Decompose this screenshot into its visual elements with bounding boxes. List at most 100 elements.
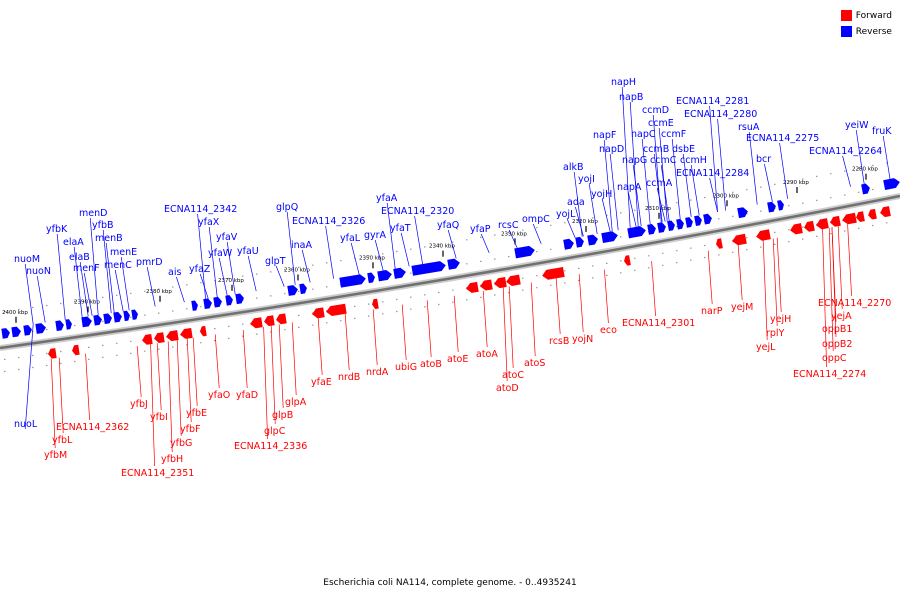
forward-leader-6 [150,344,155,467]
forward-leader-35 [847,224,852,297]
reverse-leader-19 [275,265,285,287]
reverse-gene-arrow-0 [1,328,10,339]
reverse-leader-46 [671,138,681,219]
reverse-gene-label: napC [631,129,656,140]
forward-leader-26 [555,278,561,335]
forward-gene-arrow-25 [830,215,841,227]
reverse-gene-label: yojI [578,174,595,185]
reverse-leader-16 [226,241,236,295]
reverse-gene-arrow-17 [287,285,298,296]
forward-gene-label: yojN [572,334,593,345]
reverse-gene-label: napG [622,155,647,166]
forward-gene-arrow-27 [856,211,865,222]
forward-gene-arrow-13 [466,281,479,293]
reverse-leader-30 [508,229,518,249]
reverse-gene-label: ECNA114_2281 [676,96,749,107]
reverse-swatch [840,26,852,37]
reverse-gene-label: gyrA [364,230,387,241]
reverse-leader-49 [660,164,670,221]
scale-label: 2290 kbp [783,180,809,186]
gene-arrows [1,178,900,359]
reverse-gene-label: napD [599,144,624,155]
reverse-gene-arrow-31 [647,224,656,235]
forward-leader-5 [167,341,173,453]
forward-leader-29 [651,261,656,317]
reverse-gene-label: ECNA114_2320 [381,206,454,217]
forward-gene-arrow-16 [506,274,521,286]
forward-gene-label: eco [600,325,617,336]
forward-swatch [840,10,852,21]
forward-leader-30 [707,250,713,305]
reverse-gene-label: yojL [556,209,576,220]
forward-gene-label: ECNA114_2362 [56,422,129,433]
forward-leader-12 [270,325,276,425]
reverse-gene-arrow-26 [563,238,574,250]
reverse-gene-arrow-1 [11,326,21,338]
reverse-gene-label: yfbB [92,220,114,231]
scale-label: 2340 kbp [429,244,455,250]
reverse-gene-arrow-36 [694,215,702,227]
reverse-leader-55 [748,131,758,205]
reverse-gene-arrow-13 [203,298,212,310]
reverse-leader-24 [386,202,396,269]
forward-gene-arrow-22 [790,223,803,235]
reverse-leader-54 [717,118,726,211]
forward-leader-17 [344,313,350,371]
reverse-leader-36 [601,198,611,232]
reverse-gene-arrow-12 [191,300,198,311]
forward-gene-label: yfaD [236,390,258,401]
reverse-leader-15 [199,273,209,299]
forward-gene-arrow-15 [494,277,507,289]
scale-label: 2400 kbp [2,310,28,316]
forward-gene-arrow-1 [72,344,80,356]
label-leader-lines [24,86,891,467]
forward-gene-arrow-17 [542,266,565,280]
forward-gene-label: atoE [447,354,468,365]
forward-gene-arrow-7 [250,317,263,329]
scale-label: 2280 kbp [852,167,878,173]
reverse-leader-0 [24,263,34,325]
reverse-leader-42 [629,101,639,227]
reverse-gene-arrow-14 [213,296,222,308]
reverse-leader-56 [764,163,773,202]
forward-leader-38 [831,227,837,338]
forward-leader-27 [578,274,584,333]
reverse-gene-arrow-40 [777,200,784,211]
reverse-gene-label: ccmF [661,129,686,140]
reverse-gene-arrow-22 [393,267,406,279]
reverse-gene-label: elaB [69,252,90,263]
reverse-gene-arrow-35 [685,217,693,228]
reverse-gene-label: alkB [563,162,583,173]
forward-leader-1 [58,357,64,434]
forward-label: Forward [855,10,892,21]
scale-label: 2350 kbp [359,255,385,261]
reverse-gene-label: yfaW [208,248,233,259]
reverse-gene-label: inaA [291,240,312,251]
forward-leader-13 [278,324,284,409]
forward-gene-label: yfbL [52,435,73,446]
reverse-gene-label: ECNA114_2275 [746,133,819,144]
reverse-leader-18 [247,255,257,292]
forward-gene-label: rplY [766,328,785,339]
forward-leader-39 [828,227,834,352]
axis-line [0,194,900,350]
forward-gene-arrow-26 [842,212,857,225]
reverse-leader-34 [575,206,584,237]
reverse-gene-label: menE [110,247,137,258]
reverse-gene-label: yfaX [198,217,220,228]
reverse-gene-label: ompC [522,214,550,225]
forward-gene-arrow-12 [372,298,379,310]
forward-gene-label: oppB1 [822,324,852,335]
axis-shadow [0,193,900,351]
reverse-leader-26 [400,232,410,267]
reverse-gene-label: yfbK [46,224,68,235]
reverse-gene-label: yfaZ [189,264,211,275]
reverse-leader-20 [286,211,296,285]
reverse-gene-arrow-33 [667,220,675,232]
scale-label: 2320 kbp [572,219,598,225]
reverse-gene-label: yfaA [376,193,398,204]
forward-gene-label: yejL [756,342,776,353]
forward-gene-label: ECNA114_2351 [121,468,194,479]
reverse-gene-arrow-38 [737,207,748,219]
